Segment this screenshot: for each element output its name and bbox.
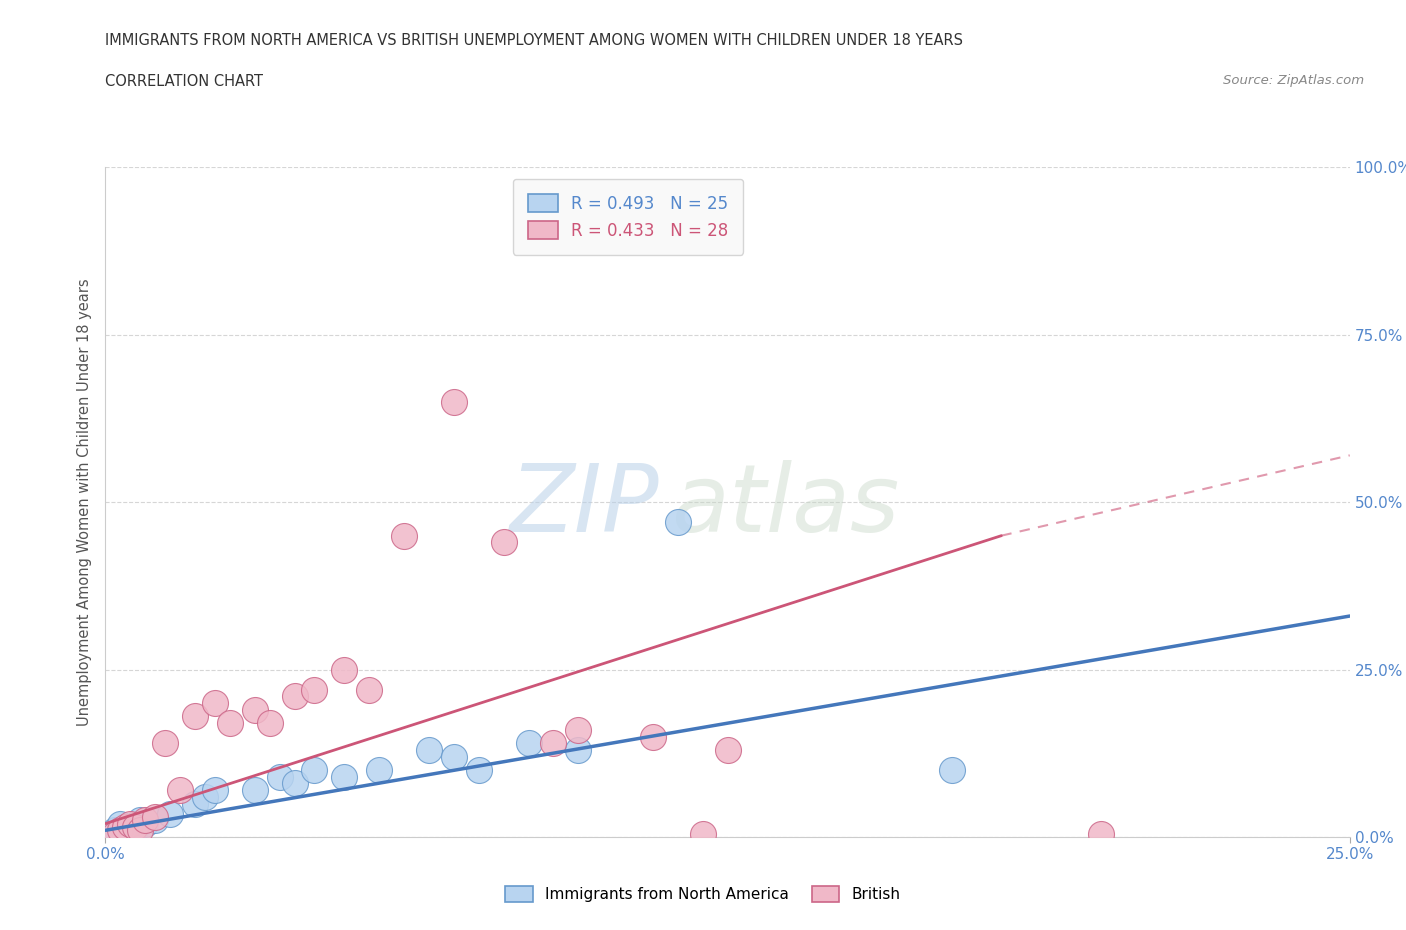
Point <box>104 823 127 838</box>
Point <box>219 716 242 731</box>
Point <box>1090 826 1112 841</box>
Point <box>333 662 356 677</box>
Point <box>641 729 664 744</box>
Point <box>443 394 465 409</box>
Point <box>368 763 391 777</box>
Legend: R = 0.493   N = 25, R = 0.433   N = 28: R = 0.493 N = 25, R = 0.433 N = 28 <box>513 179 744 255</box>
Text: CORRELATION CHART: CORRELATION CHART <box>105 74 263 89</box>
Point <box>492 535 515 550</box>
Point <box>304 683 326 698</box>
Point <box>159 806 181 821</box>
Point <box>114 819 136 834</box>
Point <box>333 769 356 784</box>
Point <box>124 819 146 834</box>
Text: Source: ZipAtlas.com: Source: ZipAtlas.com <box>1223 74 1364 87</box>
Point <box>517 736 540 751</box>
Y-axis label: Unemployment Among Women with Children Under 18 years: Unemployment Among Women with Children U… <box>77 278 93 726</box>
Point <box>194 790 217 804</box>
Point <box>443 750 465 764</box>
Point <box>269 769 291 784</box>
Point <box>114 826 136 841</box>
Point <box>120 819 142 834</box>
Point <box>692 826 714 841</box>
Point <box>941 763 963 777</box>
Point <box>284 689 307 704</box>
Point <box>169 783 191 798</box>
Point <box>418 742 440 757</box>
Point <box>567 723 589 737</box>
Point <box>467 763 489 777</box>
Point <box>120 817 142 831</box>
Point <box>259 716 281 731</box>
Point <box>243 783 266 798</box>
Point <box>124 823 146 838</box>
Legend: Immigrants from North America, British: Immigrants from North America, British <box>499 880 907 909</box>
Point <box>666 515 689 530</box>
Point <box>392 528 415 543</box>
Point <box>110 823 132 838</box>
Text: IMMIGRANTS FROM NORTH AMERICA VS BRITISH UNEMPLOYMENT AMONG WOMEN WITH CHILDREN : IMMIGRANTS FROM NORTH AMERICA VS BRITISH… <box>105 33 963 47</box>
Point <box>204 696 226 711</box>
Text: ZIP: ZIP <box>509 460 659 551</box>
Point <box>204 783 226 798</box>
Point <box>284 776 307 790</box>
Point <box>567 742 589 757</box>
Point <box>129 813 152 828</box>
Point <box>153 736 176 751</box>
Point <box>717 742 740 757</box>
Point <box>304 763 326 777</box>
Point <box>110 817 132 831</box>
Point <box>104 826 127 841</box>
Point <box>543 736 565 751</box>
Point <box>129 823 152 838</box>
Point <box>184 796 207 811</box>
Point <box>359 683 381 698</box>
Point <box>134 813 156 828</box>
Point <box>143 813 166 828</box>
Point <box>184 709 207 724</box>
Text: atlas: atlas <box>672 460 900 551</box>
Point <box>143 809 166 824</box>
Point <box>134 817 156 831</box>
Point <box>243 702 266 717</box>
